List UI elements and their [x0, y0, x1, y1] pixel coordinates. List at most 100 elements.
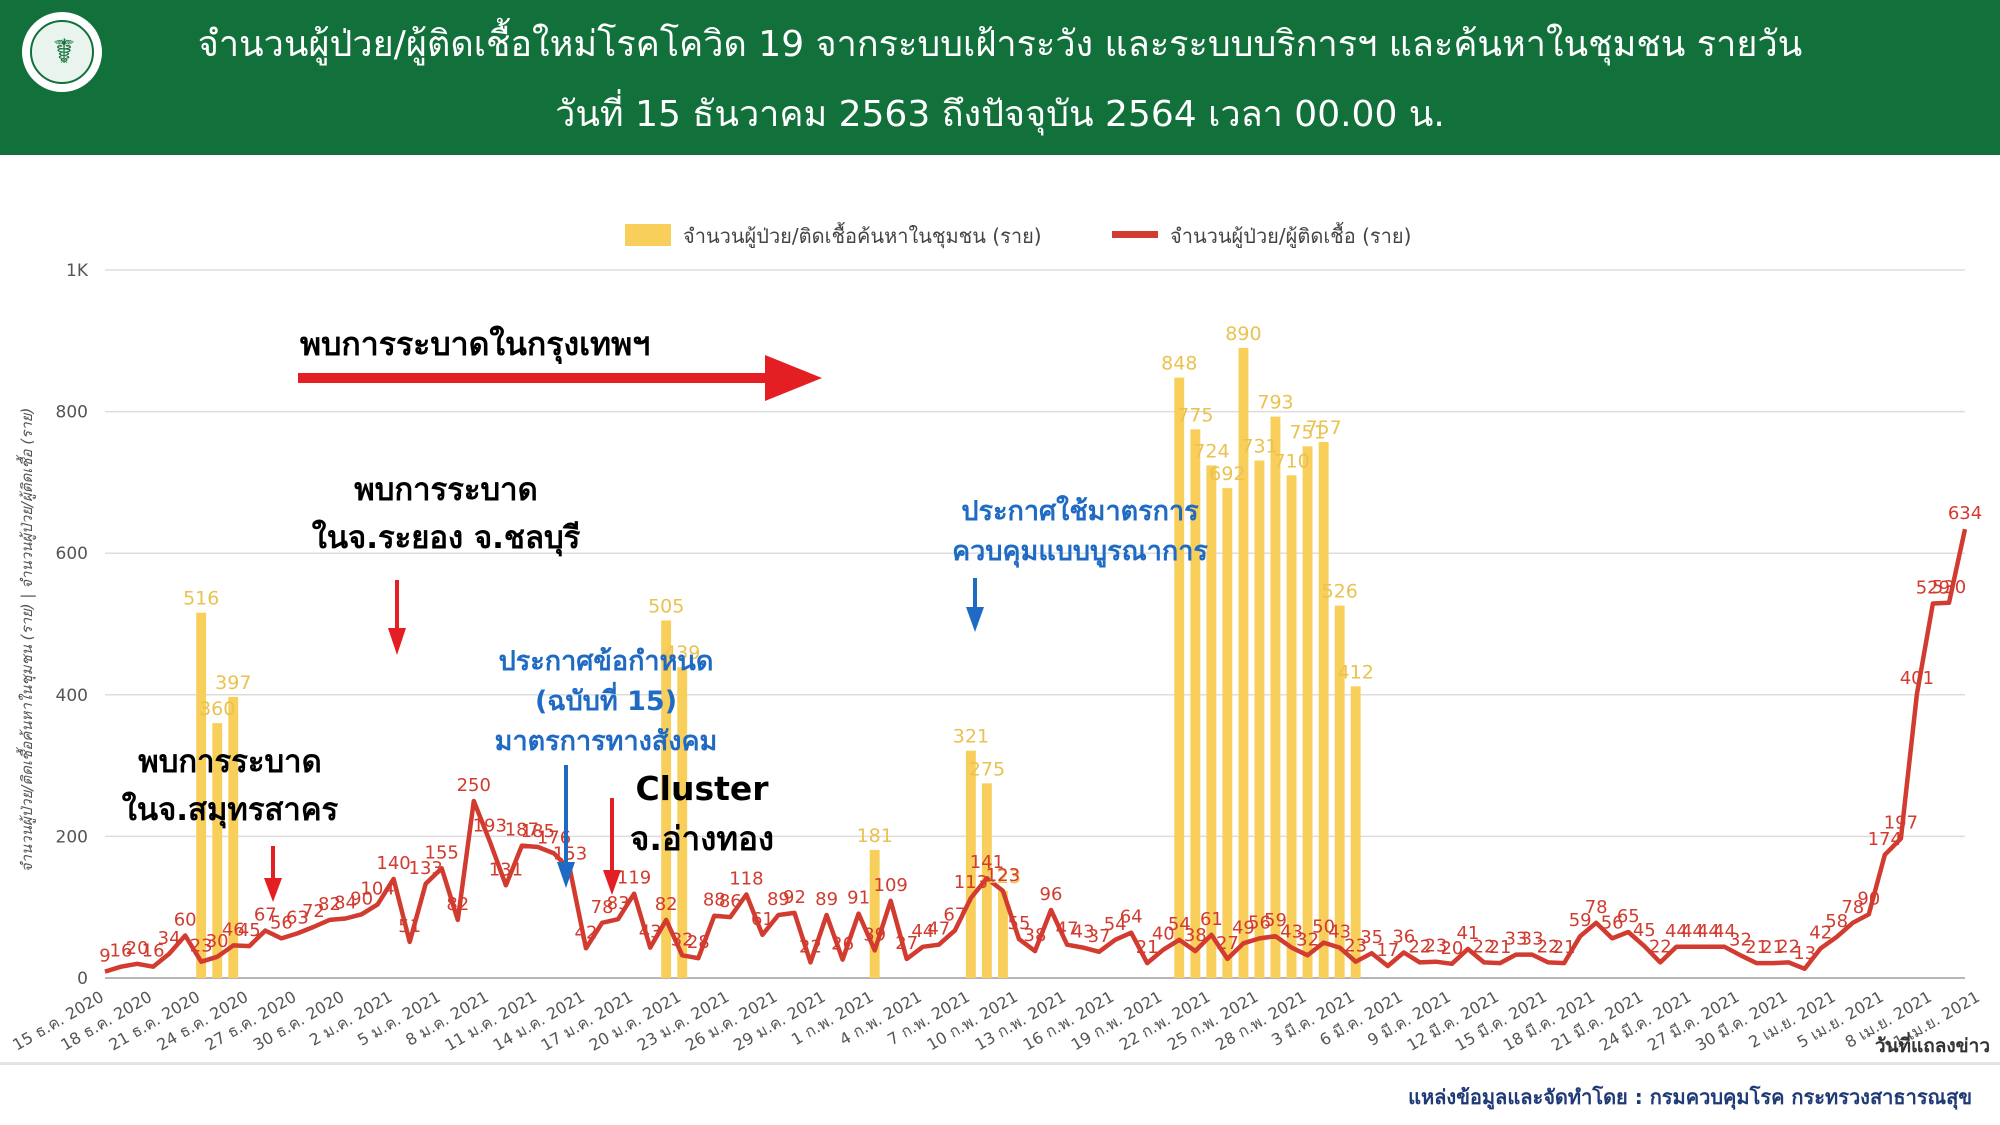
line-value-label-65: 21	[1136, 937, 1159, 958]
line-value-label-12: 63	[286, 907, 309, 928]
bar-69	[1206, 465, 1217, 978]
y-axis-title: จำนวนผู้ป่วย/ติดเชื้อค้นหาในชุมชน (ราย) …	[16, 408, 36, 873]
footer-divider	[0, 1062, 2000, 1065]
line-value-label-108: 58	[1825, 911, 1848, 932]
line-value-label-64: 64	[1120, 907, 1143, 928]
line-value-label-82: 22	[1408, 936, 1431, 957]
caduceus-icon: ☤	[52, 32, 76, 72]
line-value-label-40: 118	[729, 869, 763, 890]
line-value-label-99: 44	[1681, 921, 1704, 942]
bar-54	[965, 750, 976, 978]
bar-value-label-54: 321	[953, 726, 989, 748]
bar-48	[869, 849, 880, 978]
bar-value-label-72: 731	[1241, 436, 1277, 458]
line-value-label-46: 26	[831, 934, 854, 955]
line-value-label-106: 13	[1793, 943, 1816, 964]
line-value-label-74: 43	[1280, 922, 1303, 943]
line-value-label-115: 530	[1932, 577, 1966, 598]
integrated-arrow-head	[966, 607, 984, 632]
line-value-label-22: 82	[446, 894, 469, 915]
line-value-label-6: 23	[190, 936, 213, 957]
y-tick-label-1: 200	[56, 827, 88, 847]
y-tick-label-3: 600	[56, 544, 88, 564]
line-value-label-91: 21	[1553, 937, 1576, 958]
bar-56	[998, 890, 1008, 978]
annotation-rayong-line1: พบการระบาด	[354, 472, 537, 508]
bar-36	[677, 667, 688, 978]
bar-value-label-48: 181	[857, 825, 893, 847]
line-value-label-48: 39	[863, 924, 886, 945]
line-value-label-49: 109	[874, 875, 908, 896]
line-value-label-42: 89	[767, 889, 790, 910]
line-value-label-4: 34	[158, 928, 181, 949]
line-value-label-102: 32	[1729, 929, 1752, 950]
line-value-label-37: 28	[687, 932, 710, 953]
line-value-label-59: 96	[1040, 884, 1063, 905]
line-value-label-62: 37	[1088, 926, 1111, 947]
bar-value-label-35: 505	[648, 596, 684, 618]
line-value-label-17: 104	[360, 878, 394, 899]
line-value-label-35: 82	[655, 894, 678, 915]
line-value-label-3: 16	[142, 941, 165, 962]
line-value-label-72: 56	[1248, 912, 1271, 933]
line-value-label-44: 22	[799, 936, 822, 957]
line-value-label-20: 133	[409, 858, 443, 879]
line-value-label-110: 90	[1857, 888, 1880, 909]
bar-value-label-76: 757	[1305, 417, 1341, 439]
bar-68	[1190, 429, 1201, 978]
samut-arrow-head	[264, 878, 282, 902]
line-value-label-69: 61	[1200, 909, 1223, 930]
line-value-label-76: 50	[1312, 917, 1335, 938]
line-value-label-25: 131	[489, 859, 523, 880]
line-value-label-79: 35	[1360, 927, 1383, 948]
line-value-label-114: 529	[1916, 578, 1950, 599]
annotation-bangkok: พบการระบาดในกรุงเทพฯ	[300, 325, 650, 365]
bar-value-label-7: 360	[199, 698, 235, 720]
line-value-label-26: 187	[505, 820, 539, 841]
bar-value-label-71: 890	[1225, 323, 1261, 345]
legend-bar-swatch	[625, 224, 671, 246]
annotation-cluster-line1: Cluster	[635, 769, 769, 808]
decree-arrow-head	[557, 862, 575, 888]
annotation-integrated-line1: ประกาศใช้มาตรการ	[961, 495, 1199, 527]
bar-8	[228, 696, 239, 978]
legend-line-label: จำนวนผู้ป่วย/ผู้ติดเชื้อ (ราย)	[1170, 222, 1411, 249]
line-value-label-30: 42	[575, 922, 598, 943]
y-tick-label-2: 400	[56, 686, 88, 706]
line-value-label-88: 33	[1505, 929, 1528, 950]
line-value-label-113: 401	[1900, 668, 1934, 689]
bar-value-label-69: 724	[1193, 440, 1229, 462]
line-path	[104, 528, 1968, 974]
grid-lines	[105, 269, 1965, 979]
line-value-label-73: 59	[1264, 910, 1287, 931]
x-axis-title: วันที่แถลงข่าว	[1875, 1032, 1990, 1057]
chart-legend: จำนวนผู้ป่วย/ติดเชื้อค้นหาในชุมชน (ราย) …	[625, 222, 1411, 249]
decree-red-arrow-head	[603, 870, 621, 895]
line-value-label-71: 49	[1232, 917, 1255, 938]
line-value-label-5: 60	[174, 910, 197, 931]
bar-value-label-56: 123	[985, 866, 1021, 888]
legend-bar-label: จำนวนผู้ป่วย/ติดเชื้อค้นหาในชุมชน (ราย)	[683, 222, 1042, 249]
header-banner: ☤ จำนวนผู้ป่วย/ผู้ติดเชื้อใหม่โรคโควิด 1…	[0, 0, 2000, 155]
line-value-label-78: 23	[1344, 936, 1367, 957]
bar-value-label-8: 397	[215, 672, 251, 694]
line-value-label-61: 43	[1072, 922, 1095, 943]
line-value-label-109: 78	[1841, 897, 1864, 918]
line-value-label-36: 32	[671, 929, 694, 950]
bar-71	[1238, 347, 1249, 978]
line-value-label-86: 22	[1473, 936, 1496, 957]
bar-70	[1222, 488, 1233, 978]
line-value-label-38: 88	[703, 890, 726, 911]
line-value-label-101: 44	[1713, 921, 1736, 942]
line-value-label-57: 55	[1008, 913, 1031, 934]
source-note: แหล่งข้อมูลและจัดทำโดย : กรมควบคุมโรค กร…	[1408, 1085, 1972, 1109]
line-value-label-107: 42	[1809, 922, 1832, 943]
line-value-label-2: 20	[126, 938, 149, 959]
line-value-label-105: 22	[1777, 936, 1800, 957]
line-value-label-47: 91	[847, 888, 870, 909]
line-value-label-32: 83	[607, 893, 630, 914]
annotation-decree-line1: ประกาศข้อกำหนด	[499, 646, 714, 677]
bar-value-label-6: 516	[183, 588, 219, 610]
bar-value-label-75: 751	[1289, 421, 1325, 443]
